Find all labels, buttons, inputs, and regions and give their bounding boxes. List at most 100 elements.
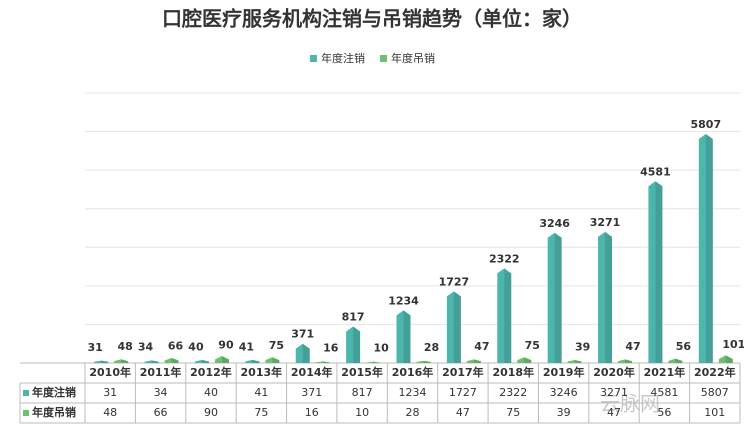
bar — [466, 359, 481, 363]
x-tick-label: 2016年 — [392, 365, 434, 379]
bar-shade — [705, 134, 713, 363]
data-label: 66 — [168, 339, 184, 352]
bar-body — [346, 326, 361, 363]
data-label: 3271 — [590, 216, 621, 229]
bar-shade — [473, 359, 481, 363]
x-tick-label: 2019年 — [543, 365, 585, 379]
bar — [94, 360, 109, 363]
bar-shade — [353, 326, 361, 363]
bar-shade — [201, 359, 209, 363]
bar — [497, 268, 512, 363]
x-tick-label: 2020年 — [593, 365, 635, 379]
table-cell: 56 — [657, 406, 671, 419]
table-cell: 47 — [607, 406, 621, 419]
bar — [668, 358, 683, 363]
table-swatch — [23, 390, 29, 396]
data-label: 28 — [424, 341, 439, 354]
bar-body — [698, 134, 713, 363]
data-label: 5807 — [690, 118, 721, 131]
x-tick-label: 2022年 — [694, 365, 736, 379]
table-cell: 1727 — [449, 386, 477, 399]
bar — [416, 360, 431, 363]
table-cell: 4581 — [650, 386, 678, 399]
bar-body — [567, 359, 582, 363]
table-cell: 31 — [103, 386, 117, 399]
bar — [698, 134, 713, 363]
x-tick-label: 2021年 — [644, 365, 686, 379]
table-cell: 101 — [704, 406, 725, 419]
data-label: 3246 — [539, 217, 570, 230]
data-label: 1727 — [439, 275, 470, 288]
table-cell: 41 — [254, 386, 268, 399]
x-tick-label: 2013年 — [241, 365, 283, 379]
bar-shade — [272, 357, 280, 363]
table-cell: 39 — [557, 406, 571, 419]
bar — [245, 359, 260, 363]
bar — [144, 360, 159, 363]
data-label: 16 — [323, 341, 339, 354]
data-label: 2322 — [489, 252, 520, 265]
bar-body — [497, 268, 512, 363]
table-cell: 10 — [355, 406, 369, 419]
data-label: 34 — [138, 341, 154, 354]
bar — [214, 356, 229, 363]
bar-body — [517, 357, 532, 363]
table-cell: 817 — [352, 386, 373, 399]
bar-shade — [101, 360, 109, 363]
table-row-header: 年度注销 — [32, 385, 76, 399]
bar-shade — [524, 357, 532, 363]
table-cell: 66 — [154, 406, 168, 419]
bar-body — [718, 355, 733, 363]
table-cell: 1234 — [399, 386, 427, 399]
bar — [547, 232, 562, 363]
bar — [718, 355, 733, 363]
table-cell: 28 — [406, 406, 420, 419]
table-cell: 75 — [506, 406, 520, 419]
x-tick-label: 2017年 — [442, 365, 484, 379]
bar-body — [366, 361, 381, 363]
bar — [164, 357, 179, 363]
table-cell: 3271 — [600, 386, 628, 399]
bar-body — [315, 361, 330, 363]
bar-shade — [151, 360, 159, 363]
bar-body — [144, 360, 159, 363]
table-cell: 16 — [305, 406, 319, 419]
bar-shade — [322, 361, 330, 363]
legend-swatch — [380, 55, 387, 62]
bar-shade — [605, 231, 613, 363]
bar-body — [214, 356, 229, 363]
table-row-header: 年度吊销 — [32, 405, 76, 419]
bar-shade — [574, 359, 582, 363]
data-label: 75 — [269, 339, 284, 352]
bar — [346, 326, 361, 363]
bar-shade — [504, 268, 512, 363]
table-cell: 2322 — [499, 386, 527, 399]
table-cell: 47 — [456, 406, 470, 419]
data-label: 371 — [291, 328, 314, 341]
table-cell: 34 — [154, 386, 168, 399]
bar-body — [94, 360, 109, 363]
bar-shade — [373, 361, 381, 363]
bar — [446, 291, 461, 363]
bar-shade — [252, 359, 260, 363]
bar — [618, 359, 633, 363]
bar-shade — [725, 355, 733, 363]
bar-shade — [221, 356, 229, 363]
bar — [265, 357, 280, 363]
data-label: 1234 — [388, 294, 419, 307]
bar — [598, 231, 613, 363]
data-label: 75 — [525, 339, 540, 352]
legend-swatch — [310, 55, 317, 62]
bar-shade — [423, 360, 431, 363]
data-label: 47 — [474, 340, 489, 353]
bar — [194, 359, 209, 363]
bar-body — [265, 357, 280, 363]
data-label: 47 — [625, 340, 640, 353]
bar — [648, 181, 663, 363]
bar-shade — [625, 359, 633, 363]
x-tick-label: 2010年 — [89, 365, 131, 379]
chart-title: 口腔医疗服务机构注销与吊销趋势（单位：家） — [162, 7, 582, 31]
bar — [366, 361, 381, 363]
bar-body — [598, 231, 613, 363]
bar-shade — [121, 359, 129, 363]
